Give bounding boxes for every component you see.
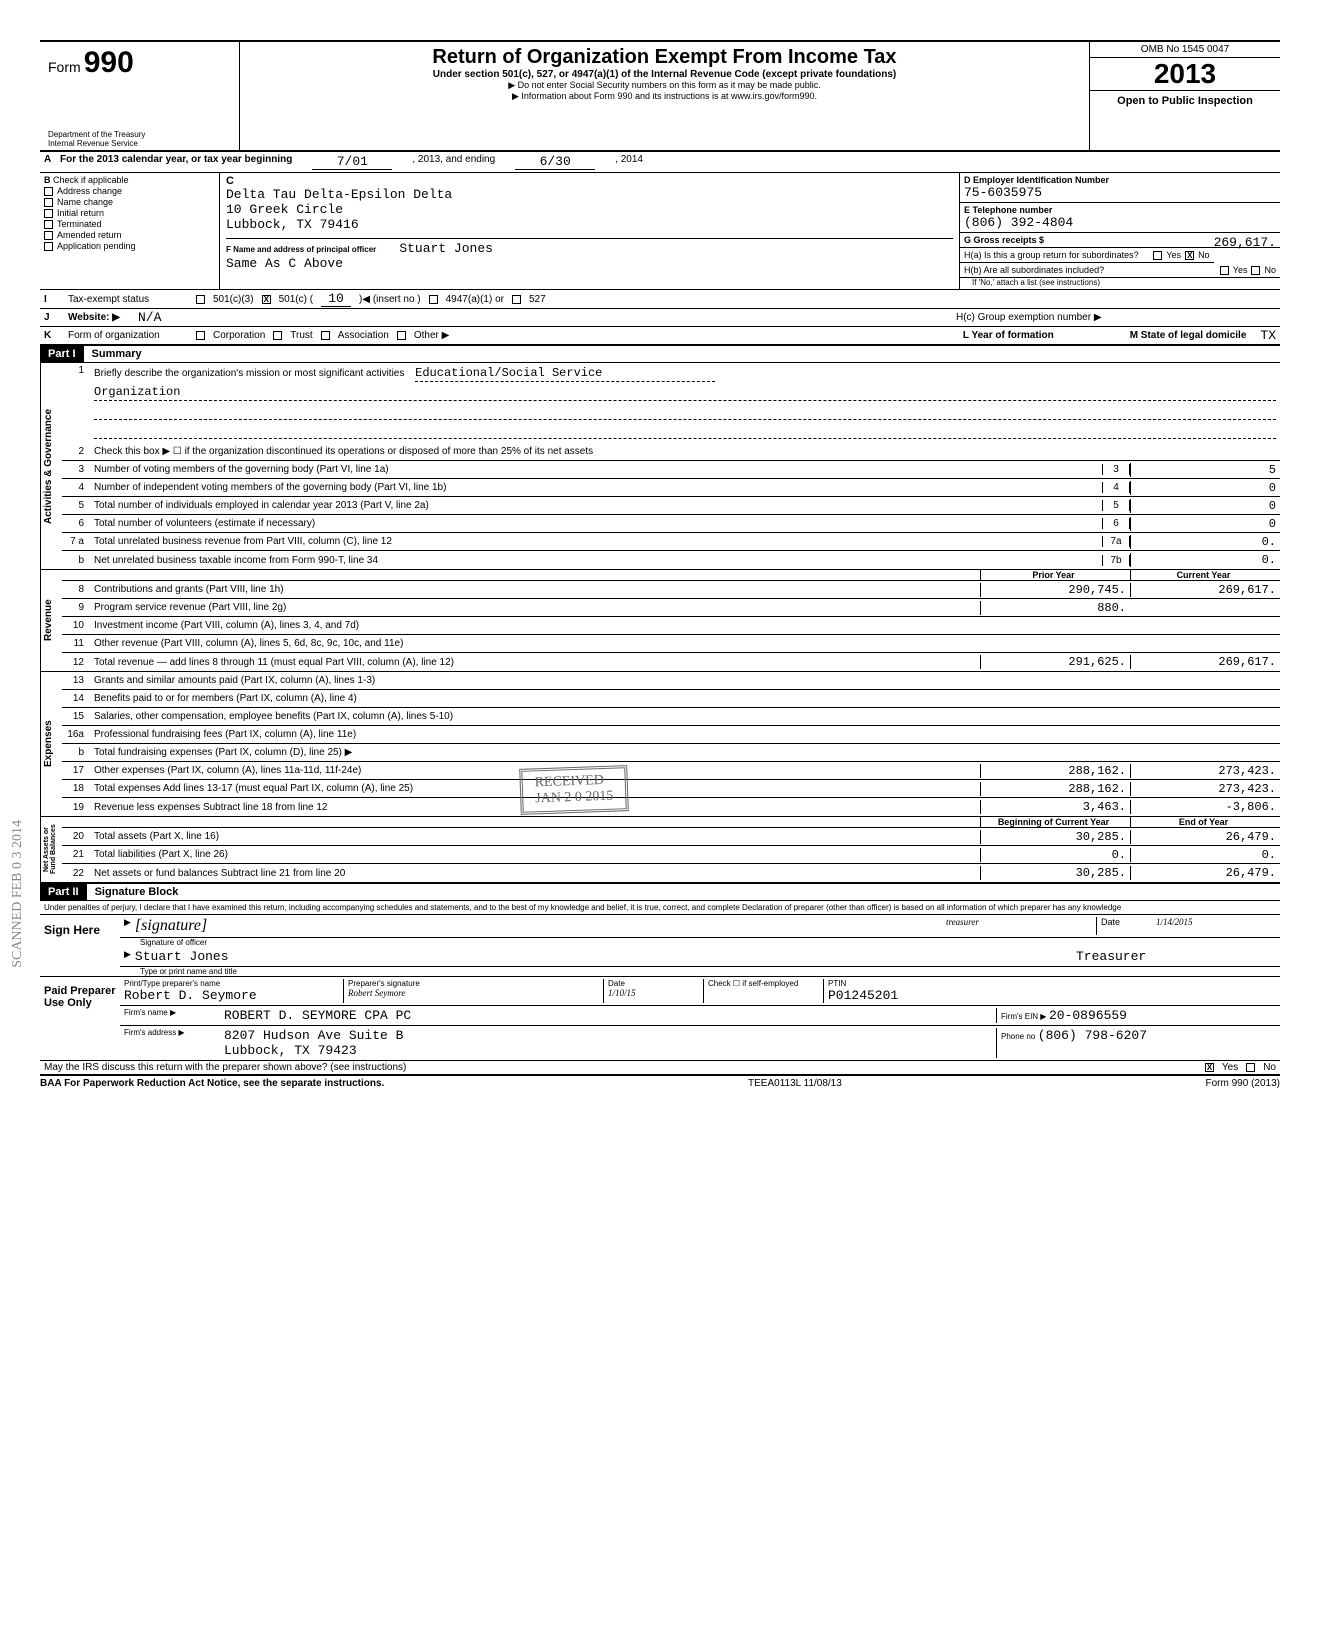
form-990: Form 990 Department of the Treasury Inte… <box>40 40 1280 1089</box>
preparer-signature: Robert Seymore <box>348 988 603 998</box>
line-k: K Form of organization Corporation Trust… <box>40 327 1280 346</box>
chk-address-change[interactable]: Address change <box>57 186 122 196</box>
year-begin: 7/01 <box>312 154 392 170</box>
preparer-name: Robert D. Seymore <box>124 988 343 1003</box>
chk-name-change[interactable]: Name change <box>57 197 113 207</box>
website: N/A <box>138 310 161 325</box>
side-revenue: Revenue <box>40 570 62 671</box>
line-a: A For the 2013 calendar year, or tax yea… <box>40 152 1280 173</box>
preparer-date: 1/10/15 <box>608 988 703 998</box>
ein: 75-6035975 <box>964 185 1042 200</box>
officer-printed: Stuart Jones <box>135 949 1076 964</box>
side-netassets: Net Assets or Fund Balances <box>40 817 62 882</box>
chk-amended[interactable]: Amended return <box>57 230 122 240</box>
chk-pending[interactable]: Application pending <box>57 241 136 251</box>
firm-addr1: 8207 Hudson Ave Suite B <box>224 1028 403 1043</box>
side-expenses: Expenses <box>40 672 62 816</box>
chk-group-no[interactable] <box>1185 251 1194 260</box>
officer-signature: [signature] <box>135 917 946 935</box>
dept-label: Department of the Treasury Internal Reve… <box>48 130 231 148</box>
form-number: 990 <box>84 46 134 79</box>
firm-ein: 20-0896559 <box>1049 1008 1127 1023</box>
mission-text1: Educational/Social Service <box>415 366 715 382</box>
org-addr2: Lubbock, TX 79416 <box>226 217 953 232</box>
received-stamp: RECEIVED JAN 2 0 2015 <box>519 765 629 815</box>
firm-name: ROBERT D. SEYMORE CPA PC <box>224 1008 996 1023</box>
chk-discuss-no[interactable] <box>1246 1063 1255 1072</box>
officer-name: Stuart Jones <box>399 241 493 256</box>
chk-initial-return[interactable]: Initial return <box>57 208 104 218</box>
open-public: Open to Public Inspection <box>1090 91 1280 111</box>
year-end: 6/30 <box>515 154 595 170</box>
part-2-header: Part II Signature Block <box>40 884 1280 901</box>
sign-here-block: Sign Here [signature] treasurer Date 1/1… <box>40 915 1280 977</box>
tax-year: 2013 <box>1090 58 1280 91</box>
gross-receipts: 269,617. <box>1214 235 1276 250</box>
part-1-header: Part I Summary <box>40 346 1280 363</box>
org-addr1: 10 Greek Circle <box>226 202 953 217</box>
page-footer: BAA For Paperwork Reduction Act Notice, … <box>40 1076 1280 1089</box>
perjury-text: Under penalties of perjury, I declare th… <box>40 901 1280 915</box>
officer-addr: Same As C Above <box>226 256 953 271</box>
chk-discuss-yes[interactable] <box>1205 1063 1214 1072</box>
firm-phone: (806) 798-6207 <box>1038 1028 1147 1043</box>
chk-terminated[interactable]: Terminated <box>57 219 102 229</box>
form-note1: ▶ Do not enter Social Security numbers o… <box>248 80 1081 91</box>
omb-number: OMB No 1545 0047 <box>1090 42 1280 58</box>
chk-501c[interactable] <box>262 295 271 304</box>
discuss-row: May the IRS discuss this return with the… <box>40 1061 1280 1076</box>
paid-preparer-block: Paid Preparer Use Only Print/Type prepar… <box>40 977 1280 1061</box>
officer-title: Treasurer <box>1076 949 1276 964</box>
form-subtitle: Under section 501(c), 527, or 4947(a)(1)… <box>248 69 1081 80</box>
side-governance: Activities & Governance <box>40 363 62 569</box>
mission-text2: Organization <box>94 385 1276 401</box>
state: TX <box>1260 328 1276 343</box>
phone: (806) 392-4804 <box>964 215 1073 230</box>
section-b-c-d: B Check if applicable Address change Nam… <box>40 173 1280 290</box>
sign-date: 1/14/2015 <box>1156 917 1276 935</box>
line-j: J Website: ▶ N/A H(c) Group exemption nu… <box>40 309 1280 327</box>
scanned-stamp: SCANNED FEB 0 3 2014 <box>10 820 26 968</box>
form-header: Form 990 Department of the Treasury Inte… <box>40 42 1280 152</box>
form-note2: ▶ Information about Form 990 and its ins… <box>248 91 1081 102</box>
line-i: I Tax-exempt status 501(c)(3) 501(c) ( 1… <box>40 290 1280 309</box>
form-title: Return of Organization Exempt From Incom… <box>248 46 1081 69</box>
firm-addr2: Lubbock, TX 79423 <box>224 1043 357 1058</box>
form-label: Form <box>48 59 81 75</box>
org-name: Delta Tau Delta-Epsilon Delta <box>226 187 953 202</box>
ptin: P01245201 <box>828 988 1276 1003</box>
